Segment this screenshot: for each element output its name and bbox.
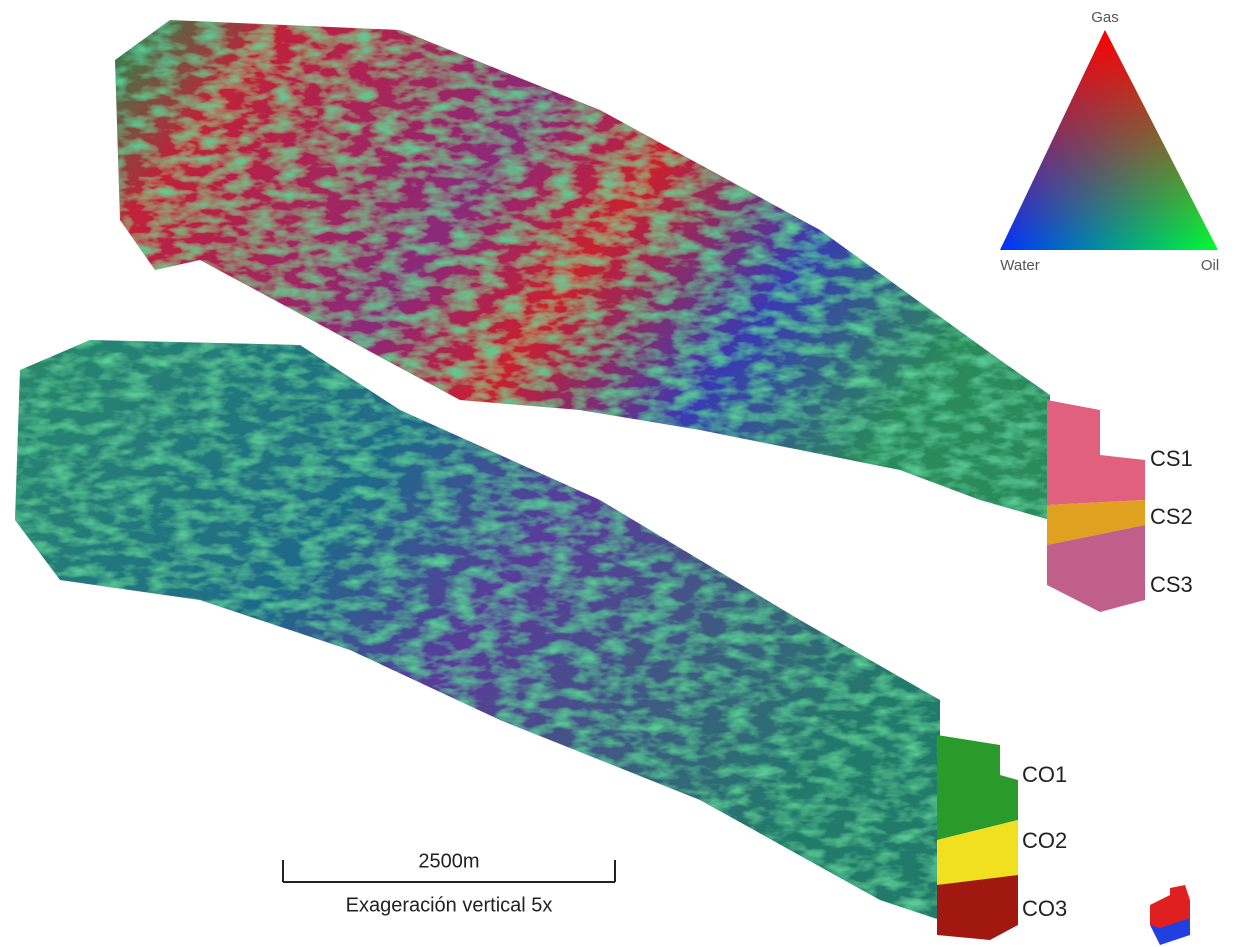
zone-co3 xyxy=(937,875,1018,940)
ternary-label: Gas xyxy=(1091,9,1119,26)
zone-co2 xyxy=(937,820,1018,885)
lower-reservoir xyxy=(15,340,940,920)
ternary-legend xyxy=(1000,30,1218,250)
zone-cs1 xyxy=(1047,400,1145,505)
scale-bar xyxy=(282,860,616,883)
zone-label: CO3 xyxy=(1022,896,1067,921)
scale-note: Exageración vertical 5x xyxy=(346,894,553,916)
lower-zone-block xyxy=(937,735,1018,940)
ternary-label: Oil xyxy=(1201,257,1219,274)
zone-co1 xyxy=(937,735,1018,840)
icon-top xyxy=(1150,885,1190,928)
zone-cs2 xyxy=(1047,500,1145,545)
ternary-gas xyxy=(1000,30,1218,250)
upper-reservoir xyxy=(115,20,1050,520)
scale-distance: 2500m xyxy=(418,850,479,872)
ternary-label: Water xyxy=(1000,257,1039,274)
zone-label: CO2 xyxy=(1022,828,1067,853)
zone-cs3 xyxy=(1047,525,1145,612)
zone-label: CS1 xyxy=(1150,446,1193,471)
upper-zone-block xyxy=(1047,400,1145,612)
zone-label: CS2 xyxy=(1150,504,1193,529)
zone-label: CS3 xyxy=(1150,572,1193,597)
zone-label: CO1 xyxy=(1022,762,1067,787)
orientation-icon xyxy=(1150,885,1190,945)
